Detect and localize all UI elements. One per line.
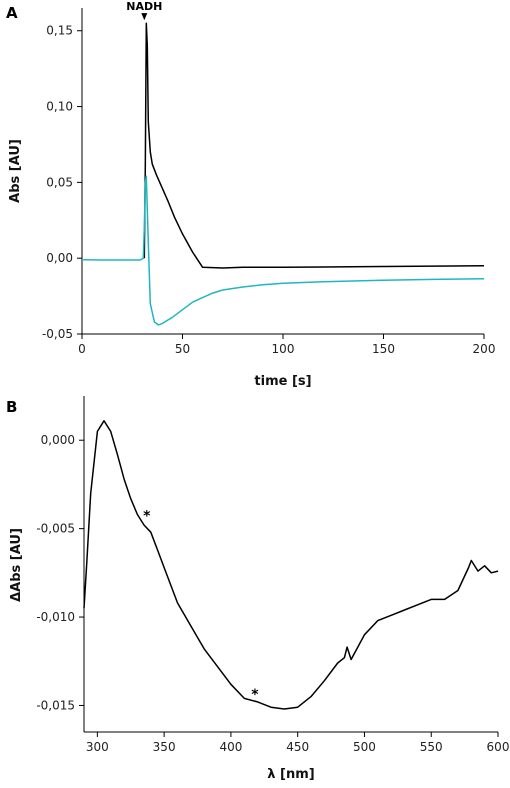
chart-b-xlabel: λ [nm] [267, 767, 314, 782]
chart-b-ylabel: ΔAbs [AU] [9, 528, 24, 602]
panel-label-b: B [6, 398, 17, 416]
chart-b-annotations: ** [143, 509, 259, 704]
chart-b-ytick-label: -0,005 [36, 522, 75, 536]
chart-a-ytick-label: -0,05 [42, 327, 73, 341]
chart-a-xtick-label: 50 [175, 342, 190, 356]
nadh-arrow-head [141, 13, 148, 21]
chart-a-xtick-label: 150 [372, 342, 395, 356]
chart-b-series-line-1 [83, 420, 499, 710]
chart-a-series-line-2 [81, 175, 485, 326]
chart-a-annotations: NADH [126, 0, 162, 21]
chart-a: time [s] Abs [AU] 0 50 100 150 200-0,050,000… [8, 0, 495, 389]
chart-a-series-line-1 [143, 22, 485, 269]
chart-a-ytick-label: 0,10 [46, 100, 73, 114]
chart-a-series [81, 22, 485, 326]
chart-a-ylabel: Abs [AU] [8, 139, 23, 203]
chart-b-xtick-label: 300 [86, 740, 109, 754]
chart-a-xtick-label: 100 [272, 342, 295, 356]
chart-b-ytick-label: -0,015 [36, 698, 75, 712]
chart-b-xtick-label: 400 [219, 740, 242, 754]
chart-b-xtick-label: 500 [353, 740, 376, 754]
chart-b-ytick-label: 0,000 [41, 433, 75, 447]
chart-a-ytick-label: 0,05 [46, 175, 73, 189]
chart-b-xtick-label: 600 [487, 740, 510, 754]
chart-a-xlabel: time [s] [254, 374, 311, 389]
chart-b-ticks: 300 350 400 450 500 550 600 0,000 -0,005 -0,010 -0… [36, 433, 509, 754]
chart-b-xtick-label: 450 [286, 740, 309, 754]
chart-b: λ [nm] ΔAbs [AU] 300 350 400 450 500 550 600 0,… [9, 396, 509, 782]
chart-a-ytick-label: 0,15 [46, 24, 73, 38]
chart-a-ticks: 0 50 100 150 200 -0,05 0,00 0,05 0,10 0,15 [42, 24, 496, 356]
chart-b-series [83, 420, 499, 710]
chart-b-asterisk-annotation: * [143, 509, 151, 525]
nadh-annotation-label: NADH [126, 0, 162, 13]
chart-a-ytick-label: 0,00 [46, 251, 73, 265]
chart-a-xtick-label: 0 [78, 342, 86, 356]
chart-b-xtick-label: 350 [153, 740, 176, 754]
panel-label-a: A [6, 4, 18, 22]
chart-b-xtick-label: 550 [420, 740, 443, 754]
chart-a-xtick-label: 200 [473, 342, 496, 356]
chart-b-ytick-label: -0,010 [36, 610, 75, 624]
chart-b-asterisk-annotation: * [251, 687, 259, 703]
